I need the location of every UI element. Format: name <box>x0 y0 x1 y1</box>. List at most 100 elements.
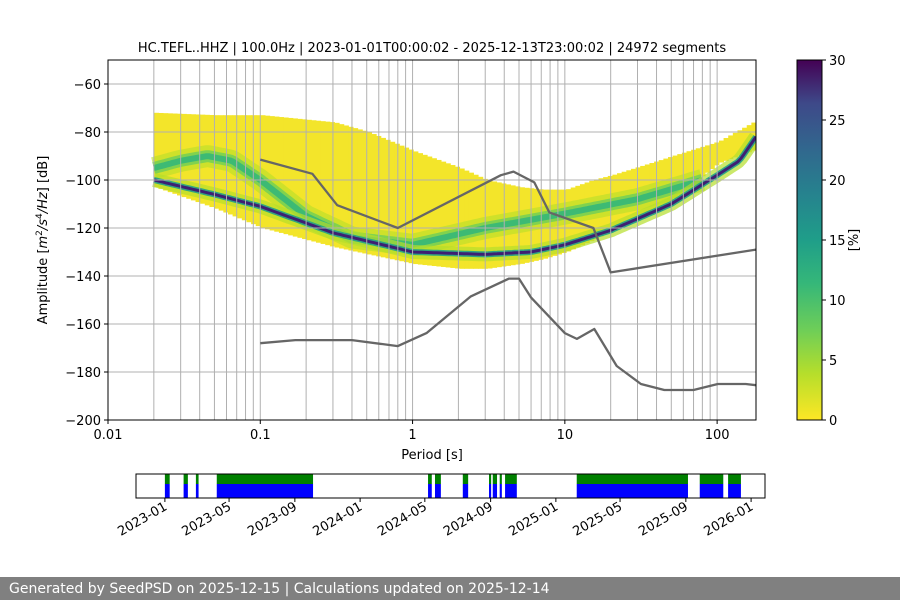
timeline-tick-label: 2025-01 <box>506 499 561 539</box>
colorbar <box>796 59 823 421</box>
density-column <box>718 140 725 163</box>
availability-segment <box>216 474 314 484</box>
y-tick-label: −160 <box>65 318 101 333</box>
availability-segment <box>195 474 199 484</box>
y-tick-label: −100 <box>65 174 101 189</box>
used-data-segment <box>576 484 688 498</box>
density-column <box>709 143 715 170</box>
availability-segment <box>462 474 469 484</box>
density-column <box>417 153 423 265</box>
timeline-tick-label: 2023-09 <box>245 499 300 539</box>
density-column <box>348 126 354 251</box>
density-column <box>380 137 386 258</box>
density-column <box>431 158 437 267</box>
availability-segment <box>576 474 688 484</box>
density-column <box>329 122 335 247</box>
y-axis: −200 −180 −160 −140 −120 −100 −80 −60 <box>65 78 108 429</box>
colorbar-ticks: 0 5 10 15 20 25 30 <box>822 54 846 429</box>
density-column <box>269 116 275 231</box>
availability-segment <box>489 474 492 484</box>
density-column <box>413 151 419 265</box>
x-tick-label: 100 <box>705 428 730 443</box>
density-column <box>385 139 391 259</box>
used-data-segment <box>195 484 199 498</box>
density-column <box>366 132 373 255</box>
x-tick-label: 10 <box>557 428 574 443</box>
density-column <box>357 129 363 253</box>
availability-segment <box>428 474 432 484</box>
density-column <box>153 112 159 188</box>
timeline-tick-label: 2025-05 <box>571 499 626 539</box>
data-coverage-timeline: 2023-01 2023-05 2023-09 2024-01 2024-05 2024-… <box>115 473 766 540</box>
x-tick-label: 0.1 <box>250 428 271 443</box>
timeline-tick-label: 2023-05 <box>180 499 235 539</box>
availability-segment <box>505 474 517 484</box>
density-column <box>732 132 738 158</box>
density-column <box>274 116 280 232</box>
density-column <box>737 130 743 156</box>
noise-models <box>259 158 756 392</box>
density-column <box>311 120 317 242</box>
density-column <box>742 127 748 154</box>
colorbar-tick-label: 30 <box>829 54 846 69</box>
density-column <box>681 152 688 191</box>
used-data-segment <box>489 484 492 498</box>
density-column <box>353 128 359 252</box>
density-column <box>158 112 164 189</box>
used-data-segment <box>164 484 170 498</box>
y-tick-label: −60 <box>74 78 101 93</box>
availability-segment <box>434 474 441 484</box>
colorbar-tick-label: 25 <box>829 114 846 129</box>
used-data-segment <box>216 484 314 498</box>
density-column <box>436 159 442 267</box>
x-axis: 0.01 0.1 1 10 100 <box>94 420 730 443</box>
density-column <box>288 117 294 236</box>
density-column <box>445 163 451 268</box>
density-column <box>700 146 706 177</box>
density-column <box>297 118 303 238</box>
colorbar-tick-label: 15 <box>829 234 846 249</box>
used-data-segment <box>428 484 432 498</box>
density-column <box>292 118 298 237</box>
density-column <box>464 170 470 269</box>
density-column <box>723 138 729 161</box>
density-column <box>422 154 428 266</box>
used-data-segment <box>183 484 188 498</box>
availability-segment <box>492 474 498 484</box>
chart-title: HC.TEFL..HHZ | 100.0Hz | 2023-01-01T00:0… <box>138 41 727 56</box>
density-column <box>302 119 308 240</box>
axes-frame <box>107 59 757 421</box>
used-data-segment <box>728 484 741 498</box>
density-column <box>408 149 414 264</box>
density-column <box>454 166 461 269</box>
availability-segment <box>699 474 724 484</box>
density-column <box>441 161 447 267</box>
footer-text: Generated by SeedPSD on 2025-12-15 | Cal… <box>0 577 900 600</box>
nlnm-curve <box>260 277 756 392</box>
y-axis-label: Amplitude [m2/s4/Hz] [dB] <box>35 156 51 325</box>
colorbar-tick-label: 10 <box>829 294 846 309</box>
density-column <box>283 117 289 235</box>
used-data-segment <box>505 484 517 498</box>
y-tick-label: −140 <box>65 270 101 285</box>
density-column <box>403 147 410 263</box>
colorbar-tick-label: 20 <box>829 174 846 189</box>
density-column <box>728 135 734 160</box>
timeline-tick-label: 2025-09 <box>636 499 691 539</box>
timeline-tick-label: 2023-01 <box>115 499 170 539</box>
density-column <box>334 122 340 248</box>
density-column <box>399 145 405 262</box>
density-column <box>320 121 326 244</box>
density-column <box>163 113 169 191</box>
colorbar-tick-label: 5 <box>829 354 837 369</box>
nhnm-curve <box>259 158 756 274</box>
density-column <box>394 143 400 261</box>
x-axis-label: Period [s] <box>401 448 463 463</box>
y-tick-label: −80 <box>74 126 101 141</box>
colorbar-tick-label: 0 <box>829 414 837 429</box>
density-column <box>343 125 349 250</box>
density-column <box>278 117 285 233</box>
timeline-tick-label: 2024-05 <box>375 499 430 539</box>
density-column <box>677 154 683 195</box>
density-column <box>459 168 465 269</box>
